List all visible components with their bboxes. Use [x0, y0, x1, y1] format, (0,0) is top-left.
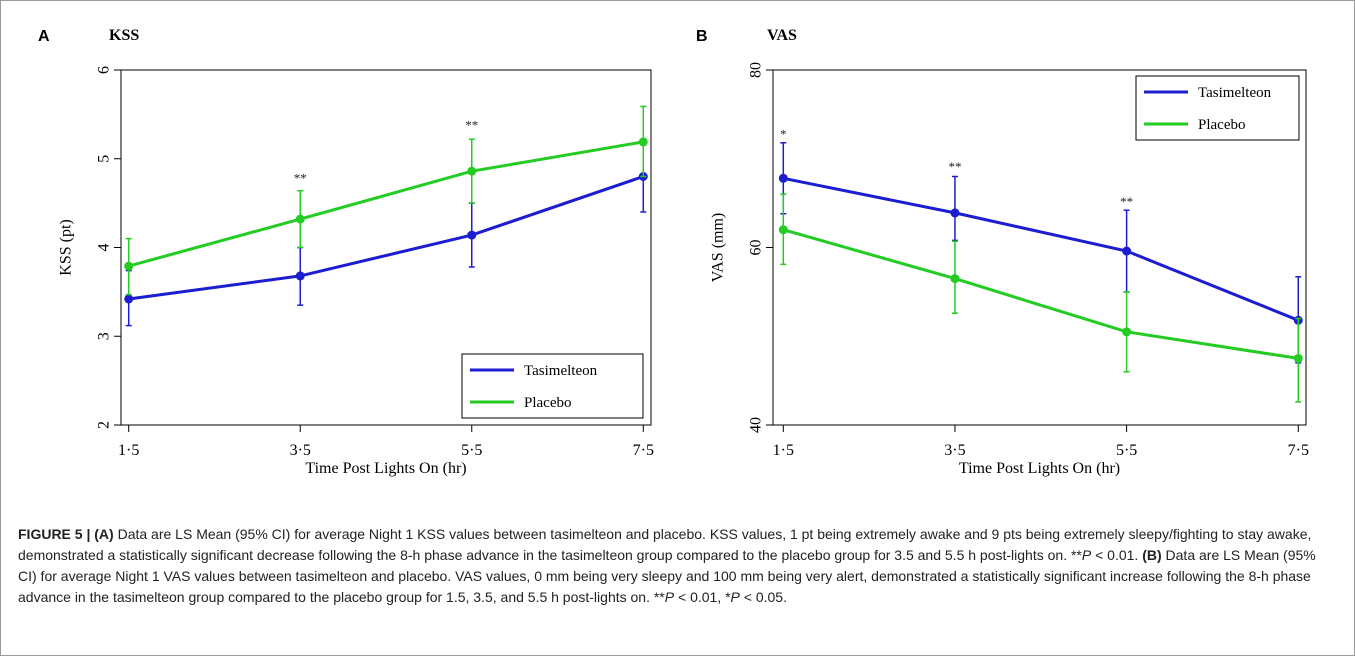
y-tick-label: 3 — [96, 332, 113, 340]
x-tick-label: 7·5 — [1288, 442, 1309, 459]
series-line-placebo — [128, 140, 644, 268]
significance-marker: ** — [1120, 194, 1133, 209]
y-axis-label: VAS (mm) — [710, 213, 727, 283]
caption-a-label: (A) — [94, 526, 114, 542]
y-axis-label: KSS (pt) — [58, 219, 75, 275]
caption-b-threshold-1: < 0.01, * — [674, 589, 731, 605]
series-line-tasimelteon — [128, 175, 644, 301]
panel-letter: A — [38, 28, 50, 45]
data-point-tasimelteon — [467, 230, 477, 240]
x-tick-label: 5·5 — [461, 442, 482, 459]
y-tick-label: 4 — [96, 244, 113, 252]
x-tick-label: 3·5 — [290, 442, 311, 459]
significance-marker: * — [780, 126, 787, 141]
caption-p-symbol-a: P — [1081, 547, 1092, 563]
data-point-placebo — [950, 274, 960, 284]
y-tick-label: 6 — [96, 66, 113, 74]
x-tick-label: 1·5 — [118, 442, 139, 459]
caption-b-label: (B) — [1142, 547, 1162, 563]
figure-label: FIGURE 5 | — [18, 526, 95, 542]
y-tick-label: 5 — [96, 155, 113, 163]
data-point-placebo — [1293, 353, 1303, 363]
data-point-placebo — [638, 137, 648, 147]
significance-marker: ** — [294, 171, 307, 186]
caption-p-symbol-b2: P — [730, 589, 740, 605]
significance-marker: ** — [948, 159, 961, 174]
caption-a-text: Data are LS Mean (95% CI) for average Ni… — [18, 526, 1312, 563]
caption-b-threshold-2: < 0.05. — [739, 589, 787, 605]
x-tick-label: 7·5 — [633, 442, 654, 459]
data-point-placebo — [295, 214, 305, 224]
legend-label-placebo: Placebo — [1198, 117, 1245, 133]
y-tick-label: 60 — [748, 240, 765, 256]
x-tick-label: 5·5 — [1116, 442, 1137, 459]
caption-p-symbol-b1: P — [664, 589, 675, 605]
series-line-placebo — [782, 228, 1299, 360]
chart-title: VAS — [767, 27, 797, 44]
caption-b-text: Data are LS Mean (95% CI) for average Ni… — [18, 547, 1316, 605]
data-point-tasimelteon — [295, 271, 305, 281]
chart-title: KSS — [109, 27, 139, 44]
data-point-placebo — [778, 225, 788, 235]
data-point-tasimelteon — [778, 173, 788, 183]
legend-box — [461, 353, 644, 419]
panel-letter: B — [696, 28, 708, 45]
data-point-placebo — [467, 166, 477, 176]
caption-a-threshold: < 0.01. — [1091, 547, 1143, 563]
significance-marker: ** — [465, 117, 478, 132]
data-point-tasimelteon — [950, 208, 960, 218]
data-point-placebo — [124, 261, 134, 271]
legend-label-tasimelteon: Tasimelteon — [524, 363, 598, 379]
x-axis-label: Time Post Lights On (hr) — [305, 460, 466, 477]
x-tick-label: 3·5 — [944, 442, 965, 459]
chart-panel-b: B VAS 1·5 3·5 5·5 7·5 Time Post Lights On (hr)… — [696, 27, 1309, 477]
data-point-tasimelteon — [124, 294, 134, 304]
data-point-tasimelteon — [1122, 246, 1132, 256]
figure-caption: FIGURE 5 | (A) Data are LS Mean (95% CI)… — [18, 524, 1338, 608]
x-axis-label: Time Post Lights On (hr) — [959, 460, 1120, 477]
legend-label-placebo: Placebo — [524, 395, 571, 411]
y-tick-label: 40 — [748, 417, 765, 433]
legend-box — [1135, 75, 1300, 141]
chart-panel-a: A KSS 1·5 3·5 5·5 7·5 Time Post Lights On (hr)… — [38, 27, 654, 477]
data-point-placebo — [1122, 327, 1132, 337]
series-line-tasimelteon — [783, 176, 1299, 322]
y-tick-label: 80 — [748, 62, 765, 78]
legend-label-tasimelteon: Tasimelteon — [1198, 85, 1272, 101]
y-tick-label: 2 — [96, 421, 113, 429]
x-tick-label: 1·5 — [773, 442, 794, 459]
